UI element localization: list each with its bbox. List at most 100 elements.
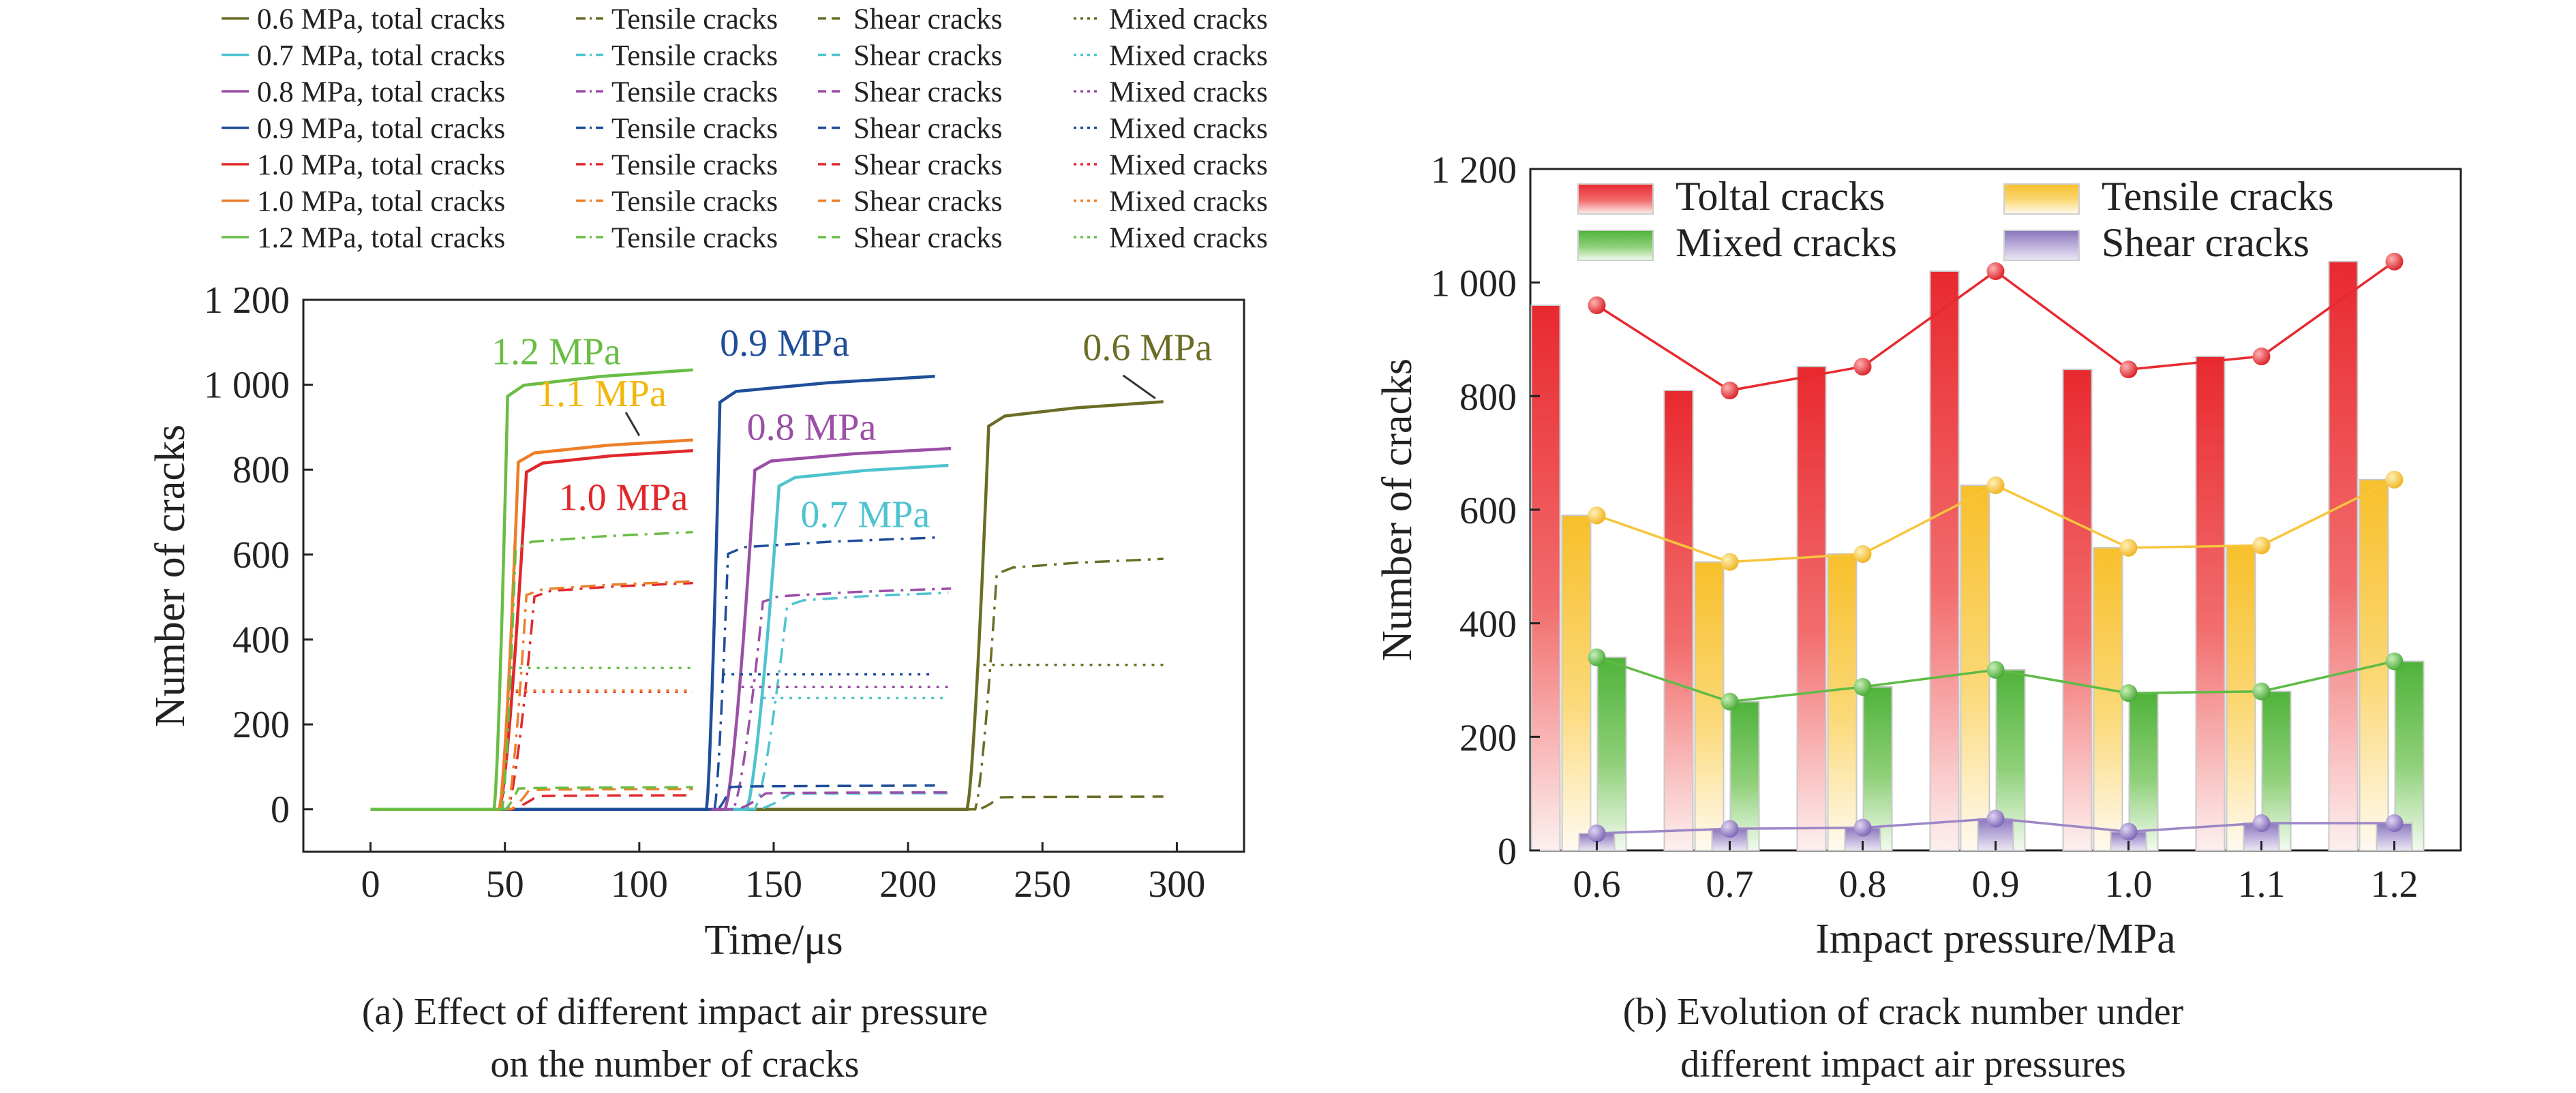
chart-a-series-5: [370, 438, 693, 811]
chart-b-bar-series-1: [1561, 478, 2389, 852]
chart-a-y-tick-label: 1 000: [204, 365, 290, 407]
chart-a-legend-label: Tensile cracks: [611, 186, 778, 218]
chart-a-line-tensile: [370, 587, 952, 811]
chart-b-bar: [2093, 546, 2123, 851]
chart-a-pressure-annotation: 1.2 MPa: [491, 331, 621, 373]
chart-a-line-total: [370, 438, 693, 811]
chart-a-ticks: 0 50 100 150 200 250 300 0 200 400 600 800 1 000 1 20…: [204, 279, 1205, 906]
chart-b-legend-label: Tensile cracks: [2102, 174, 2334, 219]
chart-b-legend-swatch: [1577, 230, 1654, 261]
chart-b-x-tick-label: 0.8: [1839, 863, 1887, 906]
chart-b-bar: [1530, 305, 1561, 851]
chart-a-y-tick-label: 200: [232, 704, 290, 746]
chart-b-data-point: [1853, 358, 1872, 375]
chart-a-legend-label: 1.2 MPa, total cracks: [257, 222, 505, 254]
chart-a-pressure-annotation: 1.0 MPa: [559, 476, 688, 519]
chart-b-trend-series-3: [1588, 810, 2404, 842]
chart-b-x-tick-label: 1.0: [2105, 863, 2153, 906]
chart-a-line-shear: [370, 794, 693, 811]
chart-b-x-tick-label: 0.7: [1706, 863, 1754, 906]
chart-b-data-point: [2252, 348, 2271, 365]
chart-b-bar: [2226, 544, 2256, 851]
chart-a-legend-label: Mixed cracks: [1109, 40, 1268, 72]
chart-a-legend-label: Mixed cracks: [1109, 149, 1268, 181]
chart-a-line-total: [370, 463, 949, 811]
chart-a-legend-label: 0.8 MPa, total cracks: [257, 76, 505, 108]
chart-b-legend-swatch: [2003, 183, 2080, 215]
chart-a-line-shear: [370, 786, 693, 811]
chart-a-legend-label: Tensile cracks: [611, 76, 778, 108]
chart-b-data-point: [1853, 545, 1872, 563]
chart-a-legend-label: 0.9 MPa, total cracks: [257, 113, 505, 145]
chart-b-data-point: [1853, 818, 1872, 837]
chart-b-legend-swatch: [1577, 183, 1654, 215]
chart-a-x-tick-label: 200: [879, 863, 937, 906]
chart-b-bar: [1694, 561, 1725, 852]
chart-a-x-tick-label: 100: [611, 863, 668, 906]
chart-a-legend-label: Tensile cracks: [611, 3, 778, 35]
chart-b-y-tick-label: 1 200: [1431, 149, 1517, 191]
chart-a-annotation-leader: [1122, 374, 1156, 399]
chart-a-y-tick-label: 0: [271, 789, 290, 831]
chart-b-data-point: [1721, 820, 1739, 838]
chart-b-data-point: [2385, 252, 2404, 271]
chart-a-legend: 0.6 MPa, total cracks Tensile cracks Shear…: [222, 3, 1268, 254]
chart-b-data-point: [2252, 536, 2271, 555]
chart-b-bar: [2062, 369, 2093, 851]
chart-b-bar: [2128, 692, 2159, 852]
chart-b-y-tick-label: 800: [1459, 376, 1517, 418]
chart-a-line-tensile: [370, 557, 1164, 811]
chart-a-line-tensile: [370, 531, 693, 811]
chart-b-data-point: [1986, 661, 2005, 679]
chart-b-caption-line-2: different impact air pressures: [1680, 1043, 2126, 1086]
chart-a-series-6: [370, 368, 693, 811]
chart-b-data-point: [1588, 506, 1606, 525]
chart-a-line-tensile: [370, 581, 693, 811]
chart-a-legend-label: Shear cracks: [853, 113, 1002, 145]
chart-b-x-tick-label: 0.6: [1573, 863, 1621, 906]
chart-b-x-tick-label: 1.2: [2371, 863, 2419, 906]
chart-a-legend-label: Tensile cracks: [611, 149, 778, 181]
chart-a-legend-label: 1.0 MPa, total cracks: [257, 149, 505, 181]
chart-b-y-tick-label: 400: [1459, 604, 1517, 646]
chart-b-data-point: [1853, 678, 1872, 696]
chart-a-legend-label: 1.0 MPa, total cracks: [257, 186, 505, 218]
chart-a-series-group: [370, 368, 1164, 811]
chart-b-y-axis-label: Number of cracks: [1374, 358, 1421, 661]
chart-a-series-0: [370, 400, 1164, 811]
chart-b-bar: [1960, 484, 1990, 851]
chart-a-annotation-leader: [624, 412, 641, 437]
chart-b-data-point: [2385, 652, 2404, 671]
chart-a-legend-label: 0.6 MPa, total cracks: [257, 3, 505, 35]
chart-b-data-point: [1986, 262, 2005, 280]
chart-a-line-total: [370, 400, 1164, 811]
chart-a-line-tensile: [370, 591, 949, 811]
chart-b-bar: [2195, 356, 2226, 851]
chart-a-pressure-annotation: 0.9 MPa: [720, 322, 849, 365]
chart-b-bar: [1796, 366, 1827, 851]
chart-b-data-point: [1721, 382, 1739, 399]
chart-a-pressure-annotation: 0.6 MPa: [1082, 326, 1212, 369]
chart-b-trend-line: [1596, 260, 2395, 392]
chart-b-x-axis-label: Impact pressure/MPa: [1815, 916, 2176, 962]
chart-a-pressure-annotation: 0.8 MPa: [747, 407, 877, 449]
chart-b-x-tick-label: 0.9: [1972, 863, 2020, 906]
chart-a-legend-label: Shear cracks: [853, 40, 1002, 72]
chart-b-data-point: [1721, 553, 1739, 571]
chart-b-bar: [1827, 553, 1858, 851]
chart-b-y-tick-label: 0: [1498, 831, 1517, 873]
chart-b-trend-series-1: [1588, 470, 2404, 571]
chart-b-data-point: [2252, 682, 2271, 701]
chart-a-legend-label: Shear cracks: [853, 76, 1002, 108]
chart-b-y-tick-label: 1 000: [1431, 263, 1517, 305]
chart-a-x-tick-label: 0: [361, 863, 380, 906]
chart-b-trend-series-0: [1588, 252, 2404, 399]
chart-a-x-tick-label: 150: [745, 863, 802, 906]
chart-a-legend-label: Mixed cracks: [1109, 222, 1268, 254]
chart-a-pressure-annotation: 0.7 MPa: [800, 493, 930, 536]
chart-b-data-point: [2385, 814, 2404, 832]
chart-b-data-point: [2119, 360, 2138, 379]
chart-a-series-3: [370, 374, 935, 811]
